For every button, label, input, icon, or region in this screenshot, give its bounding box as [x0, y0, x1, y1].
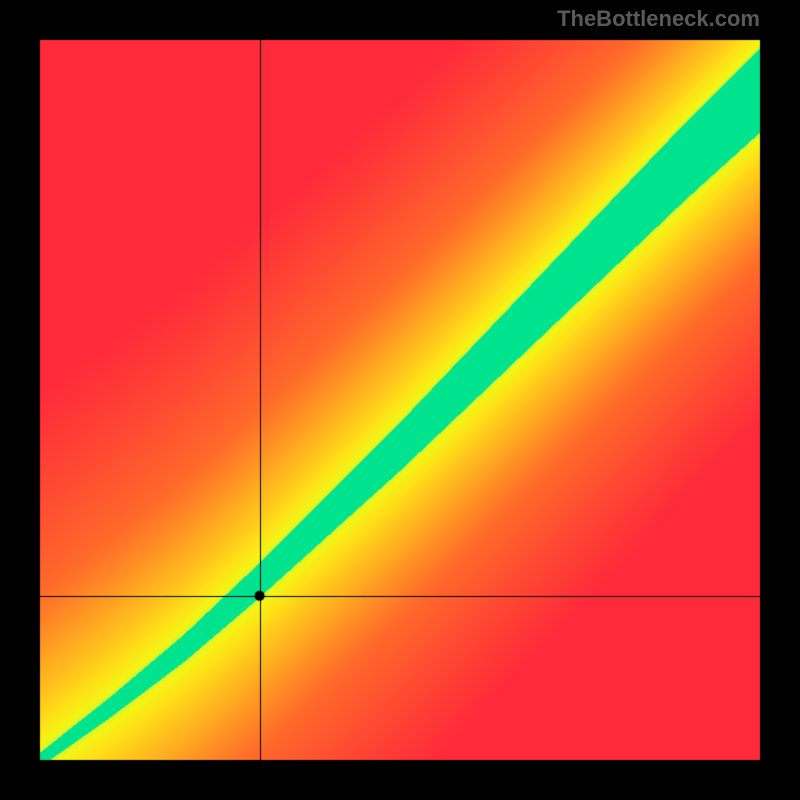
watermark-text: TheBottleneck.com: [557, 6, 760, 32]
bottleneck-heatmap: [0, 0, 800, 800]
